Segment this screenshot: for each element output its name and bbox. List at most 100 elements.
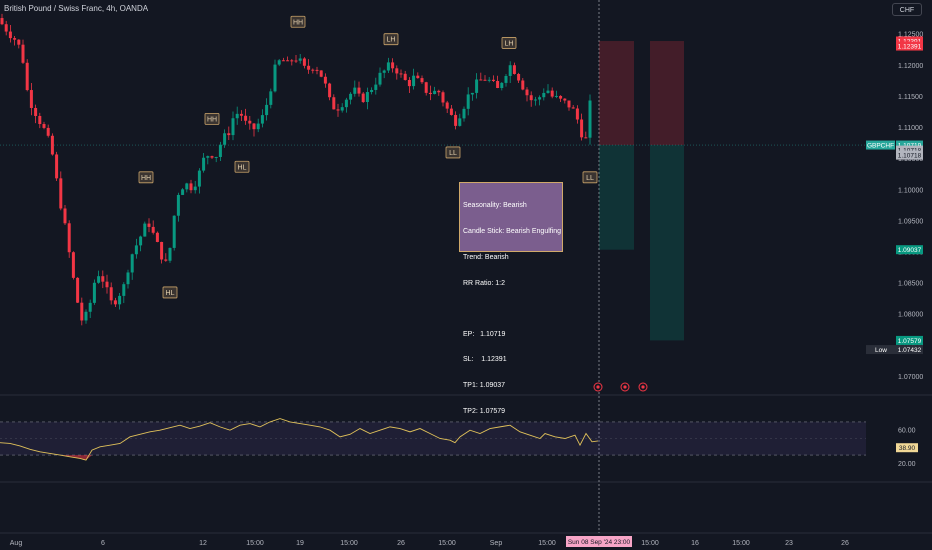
candle-body [206, 156, 210, 158]
candle-body [319, 70, 323, 77]
bullish-candle [273, 59, 277, 93]
swing-label-box [445, 146, 461, 159]
candle-body [29, 90, 33, 108]
candle-body [67, 223, 71, 253]
swing-label-box [582, 171, 598, 184]
candle-body [168, 247, 172, 261]
candle-body [4, 24, 8, 32]
bullish-candle [202, 152, 206, 173]
bullish-candle [412, 68, 416, 90]
rsi-current-value: 38.90 [899, 445, 916, 452]
bearish-candle [21, 39, 25, 64]
candle-body [235, 113, 239, 119]
swing-label-box [204, 112, 220, 125]
bullish-candle [168, 247, 172, 263]
axis-price-label-bg [896, 41, 923, 51]
bearish-candle [42, 121, 46, 130]
bullish-candle [353, 80, 357, 97]
time-tick-label: 15:00 [538, 540, 556, 547]
candle-body [378, 72, 382, 85]
bullish-candle [260, 109, 264, 128]
time-tick-label: 15:00 [732, 540, 750, 547]
axis-price-label-bg [896, 140, 923, 150]
bullish-candle [193, 180, 197, 194]
candle-body [143, 223, 147, 237]
swing-label-text: HH [293, 19, 303, 26]
bearish-candle [109, 282, 113, 305]
bearish-candle [332, 94, 336, 110]
candle-body [17, 39, 21, 45]
event-marker-dot [596, 385, 600, 389]
axis-price-label: GBPCHF [866, 140, 895, 150]
candle-body [71, 252, 75, 278]
candle-body [550, 90, 554, 97]
price-tick-label: 1.07000 [898, 374, 923, 381]
swing-labels: HH LH LH HH HL HH HL LL LL [138, 15, 598, 299]
bearish-candle [563, 98, 567, 104]
bearish-candle [101, 270, 105, 289]
candle-body [504, 75, 508, 83]
bearish-candle [550, 87, 554, 99]
time-tick-label: 26 [397, 540, 405, 547]
note-line-sl: SL: 1.12391 [463, 356, 507, 364]
bullish-candle [130, 253, 134, 280]
note-line-ep: EP: 1.10719 [463, 330, 506, 338]
bullish-candle [546, 84, 550, 94]
candle-body [353, 87, 357, 94]
bearish-candle [164, 253, 168, 262]
bearish-candle [403, 70, 407, 81]
bullish-candle [97, 270, 101, 284]
candle-body [517, 73, 521, 81]
candle-body [315, 69, 319, 71]
candle-body [475, 79, 479, 93]
candle-body [449, 108, 453, 115]
bearish-candle [559, 95, 563, 103]
bearish-candle [147, 218, 151, 233]
candle-body [479, 79, 483, 81]
bearish-candle [454, 111, 458, 130]
candle-body [332, 97, 336, 110]
bearish-candle [155, 231, 159, 243]
bearish-candle [445, 100, 449, 113]
candle-body [239, 113, 243, 116]
currency-badge[interactable]: CHF [892, 3, 922, 16]
candle-body [391, 62, 395, 69]
candle-body [269, 91, 273, 105]
price-tick-label: 1.08500 [898, 281, 923, 288]
bearish-candle [424, 81, 428, 96]
bearish-candle [29, 83, 33, 116]
bearish-candle [281, 57, 285, 62]
bullish-candle [365, 87, 369, 110]
bullish-candle [176, 192, 180, 222]
candle-body [294, 60, 298, 62]
candle-body [210, 156, 214, 158]
candle-body [307, 65, 311, 70]
time-tick-label: 15:00 [246, 540, 264, 547]
bearish-candle [521, 78, 525, 91]
candle-body [0, 18, 4, 25]
note-line-tp1: TP1: 1.09037 [463, 382, 506, 390]
candle-body [538, 97, 542, 100]
candle-body [311, 69, 315, 71]
bullish-candle [265, 98, 269, 121]
candle-body [416, 75, 420, 79]
candle-body [122, 284, 126, 296]
bearish-candle [210, 155, 214, 160]
candle-body [42, 124, 46, 128]
bearish-candle [361, 91, 365, 104]
candle-body [160, 241, 164, 260]
candle-body [588, 100, 592, 138]
analysis-note[interactable]: Seasonality: Bearish Candle Stick: Beari… [459, 182, 563, 415]
candle-body [361, 93, 365, 103]
bullish-candle [223, 129, 227, 148]
candle-body [286, 60, 290, 62]
bearish-candle [319, 70, 323, 78]
axis-price-label-text: 1.07432 [898, 347, 922, 354]
swing-label-text: LH [505, 40, 514, 47]
bearish-candle [449, 104, 453, 116]
bearish-candle [336, 103, 340, 117]
bearish-candle [483, 75, 487, 81]
time-tick-label: 16 [691, 540, 699, 547]
time-axis-labels: Aug 6 12 15:00 19 15:00 26 15:00 Sep 15:00 Sun 08 … [10, 536, 849, 547]
